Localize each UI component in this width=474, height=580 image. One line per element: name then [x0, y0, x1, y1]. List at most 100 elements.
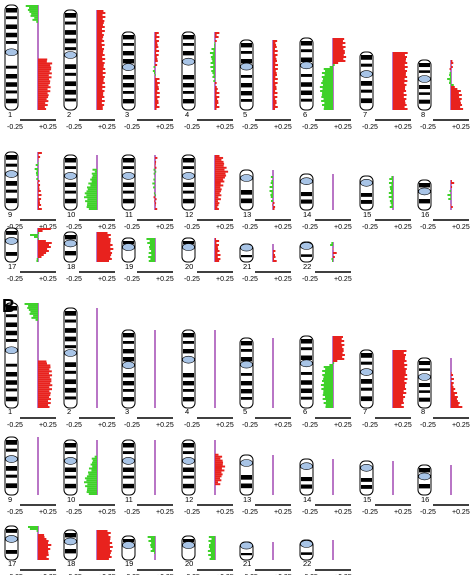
loss-bar	[151, 250, 155, 252]
gain-bar	[38, 404, 49, 407]
loss-bar	[389, 200, 393, 202]
scale-max-label: +0.25	[452, 224, 470, 231]
gain-bar	[155, 48, 157, 50]
centromere	[64, 172, 77, 180]
gain-bar	[38, 540, 49, 542]
chromosome-19: 19 -0.25 +0.25	[121, 237, 174, 283]
gain-bar	[273, 84, 276, 86]
centromere	[300, 540, 313, 548]
gain-bar	[393, 386, 405, 388]
gain-bar	[38, 206, 39, 208]
chromosome-band	[6, 163, 17, 167]
loss-bar	[88, 471, 97, 474]
gain-bar	[333, 42, 346, 44]
chromosome-band	[6, 252, 17, 256]
chromosome-14: 14 -0.25 +0.25	[299, 458, 352, 516]
chromosome-band	[123, 451, 134, 455]
chromosome-band	[6, 396, 17, 402]
gain-bar	[215, 252, 218, 254]
gain-bar	[393, 68, 405, 70]
loss-bar	[36, 178, 38, 180]
chromosome-band	[361, 98, 372, 104]
gain-bar	[215, 186, 221, 189]
gain-bar	[215, 176, 225, 179]
chromosome-band	[241, 75, 252, 78]
chromosome-ideogram	[299, 37, 314, 111]
loss-bar	[91, 176, 97, 179]
gain-bar	[38, 546, 49, 548]
gain-bar	[393, 378, 408, 380]
loss-bar	[211, 58, 215, 60]
loss-bar	[320, 384, 333, 386]
gain-bar	[393, 352, 404, 354]
chromosome-band	[6, 231, 17, 235]
gain-bar	[38, 58, 48, 61]
loss-bar	[30, 310, 38, 313]
loss-bar	[148, 252, 155, 254]
gain-bar	[38, 402, 51, 405]
chromosome-number: 11	[125, 210, 133, 219]
chromosome-9: 9 -0.25 +0.25	[4, 151, 57, 231]
chromosome-band	[65, 483, 76, 489]
gain-bar	[38, 196, 39, 198]
gain-bar	[97, 96, 105, 98]
loss-bar	[28, 308, 38, 311]
gain-bar	[215, 258, 221, 260]
loss-bar	[86, 475, 97, 478]
chromosome-number: 19	[125, 262, 133, 271]
chromosome-band	[6, 16, 17, 20]
scale-min-label: -0.25	[124, 509, 140, 516]
cnv-profile	[392, 350, 408, 408]
chromosome-band	[301, 347, 312, 351]
gain-bar	[155, 94, 157, 96]
chromosome-15: 15 -0.25 +0.25	[359, 460, 412, 516]
scale-max-label: +0.25	[98, 276, 116, 283]
chromosome-band	[6, 32, 17, 38]
centromere	[300, 61, 313, 70]
centromere	[5, 48, 18, 57]
chromosome-band	[419, 368, 430, 371]
chromosome-band	[6, 363, 17, 367]
chromosome-band	[65, 345, 76, 349]
gain-bar	[38, 68, 52, 71]
chromosome-4: 4 -0.25 +0.25	[181, 31, 234, 131]
cnv-profile	[214, 155, 229, 210]
loss-bar	[91, 457, 97, 460]
gain-bar	[273, 74, 277, 76]
scale-max-label: +0.25	[156, 276, 174, 283]
gain-bar	[215, 184, 224, 187]
gain-bar	[38, 382, 51, 385]
chromosome-18: 18 -0.25 +0.25	[63, 231, 116, 283]
loss-bar	[153, 192, 155, 195]
gain-bar	[451, 66, 453, 68]
chromosome-3: 3 -0.25 +0.25	[121, 31, 174, 131]
loss-bar	[322, 374, 333, 376]
chromosome-band	[241, 91, 252, 96]
chromosome-band	[361, 396, 372, 402]
gain-bar	[97, 50, 104, 52]
gain-bar	[393, 76, 408, 78]
loss-bar	[390, 202, 393, 204]
loss-bar	[31, 316, 38, 319]
loss-bar	[391, 180, 393, 182]
gain-bar	[393, 90, 407, 92]
chromosome-ideogram	[4, 4, 19, 111]
gain-bar	[273, 106, 278, 108]
centromere	[240, 62, 253, 71]
gain-bar	[155, 202, 157, 205]
gain-bar	[215, 100, 219, 102]
scale-min-label: -0.25	[66, 224, 82, 231]
loss-bar	[84, 192, 97, 195]
gain-bar	[38, 102, 46, 105]
gain-bar	[273, 94, 275, 96]
gain-bar	[333, 44, 343, 46]
gain-bar	[333, 56, 347, 58]
gain-bar	[333, 338, 342, 340]
chromosome-band	[183, 475, 194, 479]
loss-bar	[38, 162, 39, 164]
scale-max-label: +0.25	[452, 509, 470, 516]
cnv-profile	[272, 244, 277, 262]
gain-bar	[38, 76, 52, 79]
scale-max-label: +0.25	[98, 224, 116, 231]
chromosome-band	[301, 355, 312, 361]
